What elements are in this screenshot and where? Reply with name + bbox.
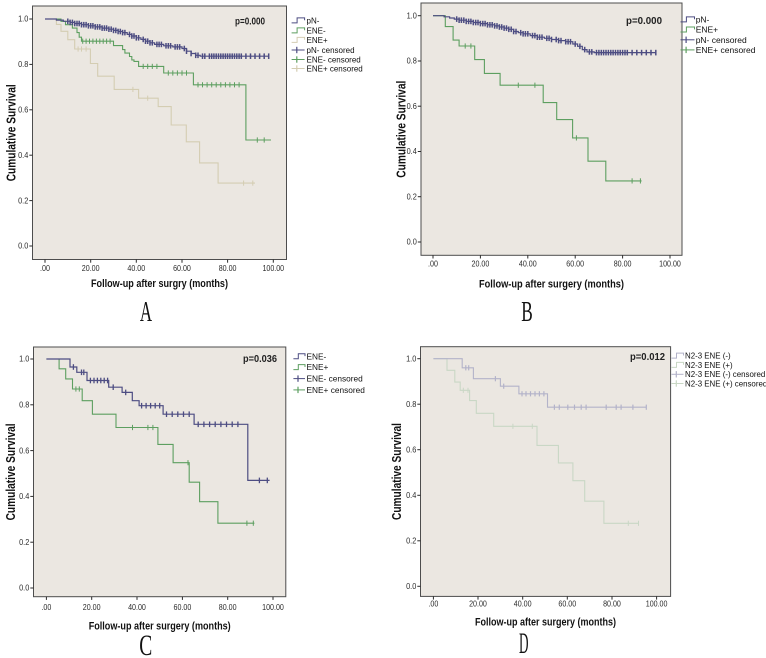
svg-text:A: A (140, 297, 153, 328)
svg-text:N2-3 ENE (-) censored: N2-3 ENE (-) censored (685, 370, 765, 379)
svg-text:0.0: 0.0 (18, 242, 29, 251)
svg-text:40.00: 40.00 (519, 260, 537, 269)
svg-text:Cumulative Survival: Cumulative Survival (390, 423, 404, 520)
svg-text:1.0: 1.0 (407, 11, 418, 20)
svg-text:100.00: 100.00 (646, 600, 668, 609)
svg-text:40.00: 40.00 (127, 264, 145, 273)
svg-text:Follow-up after surgry (months: Follow-up after surgry (months) (91, 278, 228, 290)
svg-text:0.6: 0.6 (18, 106, 29, 115)
svg-text:40.00: 40.00 (514, 600, 532, 609)
svg-text:Cumulative Survival: Cumulative Survival (395, 81, 409, 178)
svg-text:.00: .00 (41, 603, 52, 612)
svg-text:0.8: 0.8 (19, 401, 30, 410)
svg-text:Follow-up after surgery (month: Follow-up after surgery (months) (475, 617, 616, 629)
svg-text:0.0: 0.0 (19, 584, 30, 593)
svg-text:pN-: pN- (696, 15, 710, 25)
svg-text:N2-3 ENE (-): N2-3 ENE (-) (685, 352, 731, 361)
svg-text:0.4: 0.4 (406, 491, 417, 500)
svg-text:0.6: 0.6 (19, 446, 30, 455)
svg-text:60.00: 60.00 (558, 600, 576, 609)
svg-text:p=0.000: p=0.000 (626, 15, 662, 27)
svg-text:20.00: 20.00 (83, 603, 101, 612)
svg-text:.00: .00 (40, 264, 51, 273)
svg-text:0.2: 0.2 (406, 537, 417, 546)
svg-text:ENE- censored: ENE- censored (307, 374, 364, 384)
svg-text:80.00: 80.00 (614, 260, 632, 269)
svg-text:60.00: 60.00 (566, 260, 584, 269)
svg-text:80.00: 80.00 (219, 603, 237, 612)
svg-text:0.4: 0.4 (19, 492, 30, 501)
svg-text:0.8: 0.8 (407, 57, 418, 66)
svg-text:Cumulative Survival: Cumulative Survival (4, 423, 18, 520)
svg-text:ENE+ censored: ENE+ censored (696, 45, 756, 55)
svg-text:ENE+: ENE+ (307, 36, 328, 45)
svg-text:0.4: 0.4 (407, 147, 418, 156)
svg-text:pN- censored: pN- censored (307, 46, 355, 55)
svg-text:20.00: 20.00 (82, 264, 100, 273)
svg-text:0.0: 0.0 (407, 238, 418, 247)
svg-text:ENE+: ENE+ (696, 25, 718, 35)
svg-text:ENE+ censored: ENE+ censored (307, 385, 366, 395)
svg-text:0.8: 0.8 (18, 60, 29, 69)
svg-text:p=0.036: p=0.036 (243, 353, 277, 365)
svg-text:B: B (521, 297, 533, 328)
svg-text:pN-: pN- (307, 16, 320, 25)
svg-text:80.00: 80.00 (219, 264, 237, 273)
svg-text:0.2: 0.2 (19, 538, 30, 547)
svg-text:.00: .00 (428, 600, 439, 609)
svg-text:ENE+: ENE+ (307, 362, 329, 372)
svg-text:.00: .00 (428, 260, 439, 269)
svg-text:60.00: 60.00 (173, 264, 191, 273)
svg-text:40.00: 40.00 (128, 603, 146, 612)
svg-text:0.8: 0.8 (406, 400, 417, 409)
svg-text:100.00: 100.00 (659, 260, 681, 269)
svg-text:N2-3 ENE (+): N2-3 ENE (+) (685, 361, 733, 370)
svg-text:0.6: 0.6 (406, 445, 417, 454)
svg-text:C: C (139, 629, 152, 658)
svg-text:0.6: 0.6 (407, 102, 418, 111)
svg-text:p=0.012: p=0.012 (630, 351, 665, 363)
svg-text:pN- censored: pN- censored (696, 35, 747, 45)
svg-text:Follow-up after surgery (month: Follow-up after surgery (months) (89, 621, 231, 633)
svg-text:ENE-: ENE- (307, 26, 326, 35)
svg-text:0.0: 0.0 (406, 582, 417, 591)
svg-text:ENE+ censored: ENE+ censored (307, 64, 363, 73)
svg-text:80.00: 80.00 (603, 600, 621, 609)
svg-text:20.00: 20.00 (472, 260, 490, 269)
svg-text:0.2: 0.2 (18, 196, 29, 205)
svg-text:100.00: 100.00 (262, 264, 284, 273)
svg-text:1.0: 1.0 (19, 355, 30, 364)
svg-text:20.00: 20.00 (469, 600, 487, 609)
svg-text:1.0: 1.0 (18, 15, 29, 24)
svg-text:Follow-up after surgery (month: Follow-up after surgery (months) (479, 279, 624, 291)
svg-text:ENE-: ENE- (307, 351, 327, 361)
svg-text:0.4: 0.4 (18, 151, 29, 160)
svg-text:1.0: 1.0 (406, 354, 417, 363)
svg-text:0.2: 0.2 (407, 192, 418, 201)
svg-text:ENE- censored: ENE- censored (307, 55, 361, 64)
svg-text:N2-3 ENE (+) censored: N2-3 ENE (+) censored (685, 379, 766, 388)
svg-text:p=0.000: p=0.000 (235, 16, 265, 28)
svg-text:60.00: 60.00 (174, 603, 192, 612)
svg-text:Cumulative Survival: Cumulative Survival (5, 84, 19, 181)
svg-text:100.00: 100.00 (262, 603, 284, 612)
svg-text:D: D (519, 627, 529, 658)
